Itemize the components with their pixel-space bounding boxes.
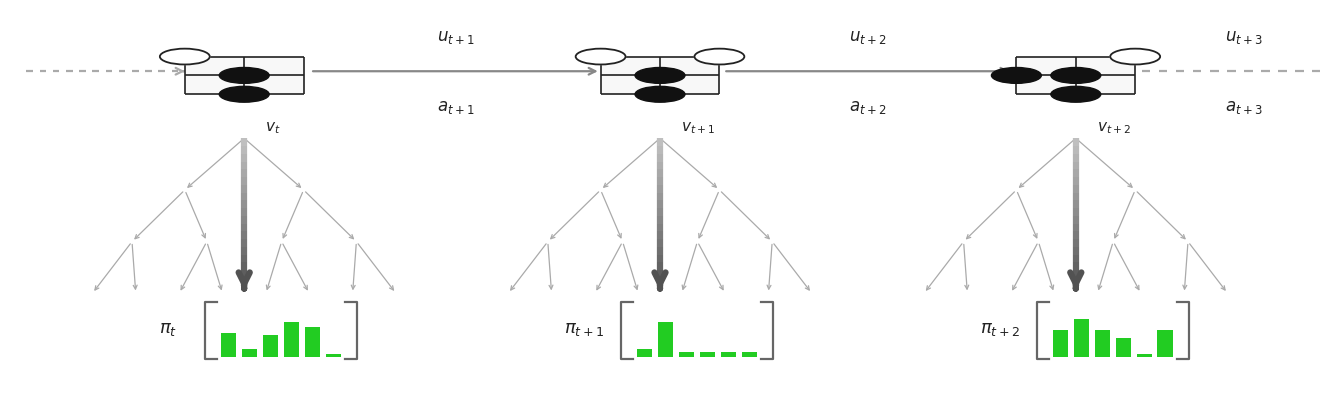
Bar bbox=[678, 352, 694, 357]
Circle shape bbox=[160, 49, 210, 65]
Text: $a_{t+3}$: $a_{t+3}$ bbox=[1225, 98, 1263, 116]
Circle shape bbox=[219, 67, 269, 83]
Bar bbox=[1053, 330, 1068, 357]
Bar bbox=[185, 57, 304, 94]
Bar bbox=[1115, 338, 1131, 357]
Circle shape bbox=[1110, 49, 1160, 65]
Text: $\pi_{t+1}$: $\pi_{t+1}$ bbox=[564, 320, 605, 338]
Bar bbox=[700, 352, 715, 357]
Text: $u_{t+1}$: $u_{t+1}$ bbox=[437, 28, 474, 46]
Bar bbox=[326, 354, 341, 357]
Circle shape bbox=[576, 49, 626, 65]
Bar bbox=[638, 349, 652, 357]
Bar bbox=[1158, 330, 1172, 357]
Bar bbox=[243, 349, 257, 357]
Text: $u_{t+2}$: $u_{t+2}$ bbox=[849, 28, 887, 46]
Text: $v_{t+2}$: $v_{t+2}$ bbox=[1097, 121, 1131, 136]
Bar bbox=[284, 322, 300, 357]
Circle shape bbox=[991, 67, 1041, 83]
Circle shape bbox=[635, 86, 685, 102]
Text: $v_{t+1}$: $v_{t+1}$ bbox=[681, 121, 715, 136]
Bar bbox=[601, 57, 719, 94]
Circle shape bbox=[1051, 86, 1101, 102]
Text: $v_t$: $v_t$ bbox=[265, 121, 281, 136]
Circle shape bbox=[635, 67, 685, 83]
Circle shape bbox=[1051, 67, 1101, 83]
Bar bbox=[1016, 57, 1135, 94]
Bar bbox=[742, 352, 756, 357]
Text: $a_{t+1}$: $a_{t+1}$ bbox=[437, 98, 474, 116]
Text: $\pi_t$: $\pi_t$ bbox=[160, 320, 177, 338]
Bar bbox=[305, 327, 319, 357]
Text: $u_{t+3}$: $u_{t+3}$ bbox=[1225, 28, 1263, 46]
Bar bbox=[721, 352, 735, 357]
Bar bbox=[1137, 354, 1151, 357]
Bar bbox=[1094, 330, 1110, 357]
Circle shape bbox=[694, 49, 744, 65]
Bar bbox=[222, 333, 236, 357]
Text: $a_{t+2}$: $a_{t+2}$ bbox=[849, 98, 887, 116]
Bar bbox=[263, 335, 279, 357]
Circle shape bbox=[219, 86, 269, 102]
Bar bbox=[659, 322, 673, 357]
Bar bbox=[1074, 319, 1089, 357]
Text: $\pi_{t+2}$: $\pi_{t+2}$ bbox=[979, 320, 1020, 338]
